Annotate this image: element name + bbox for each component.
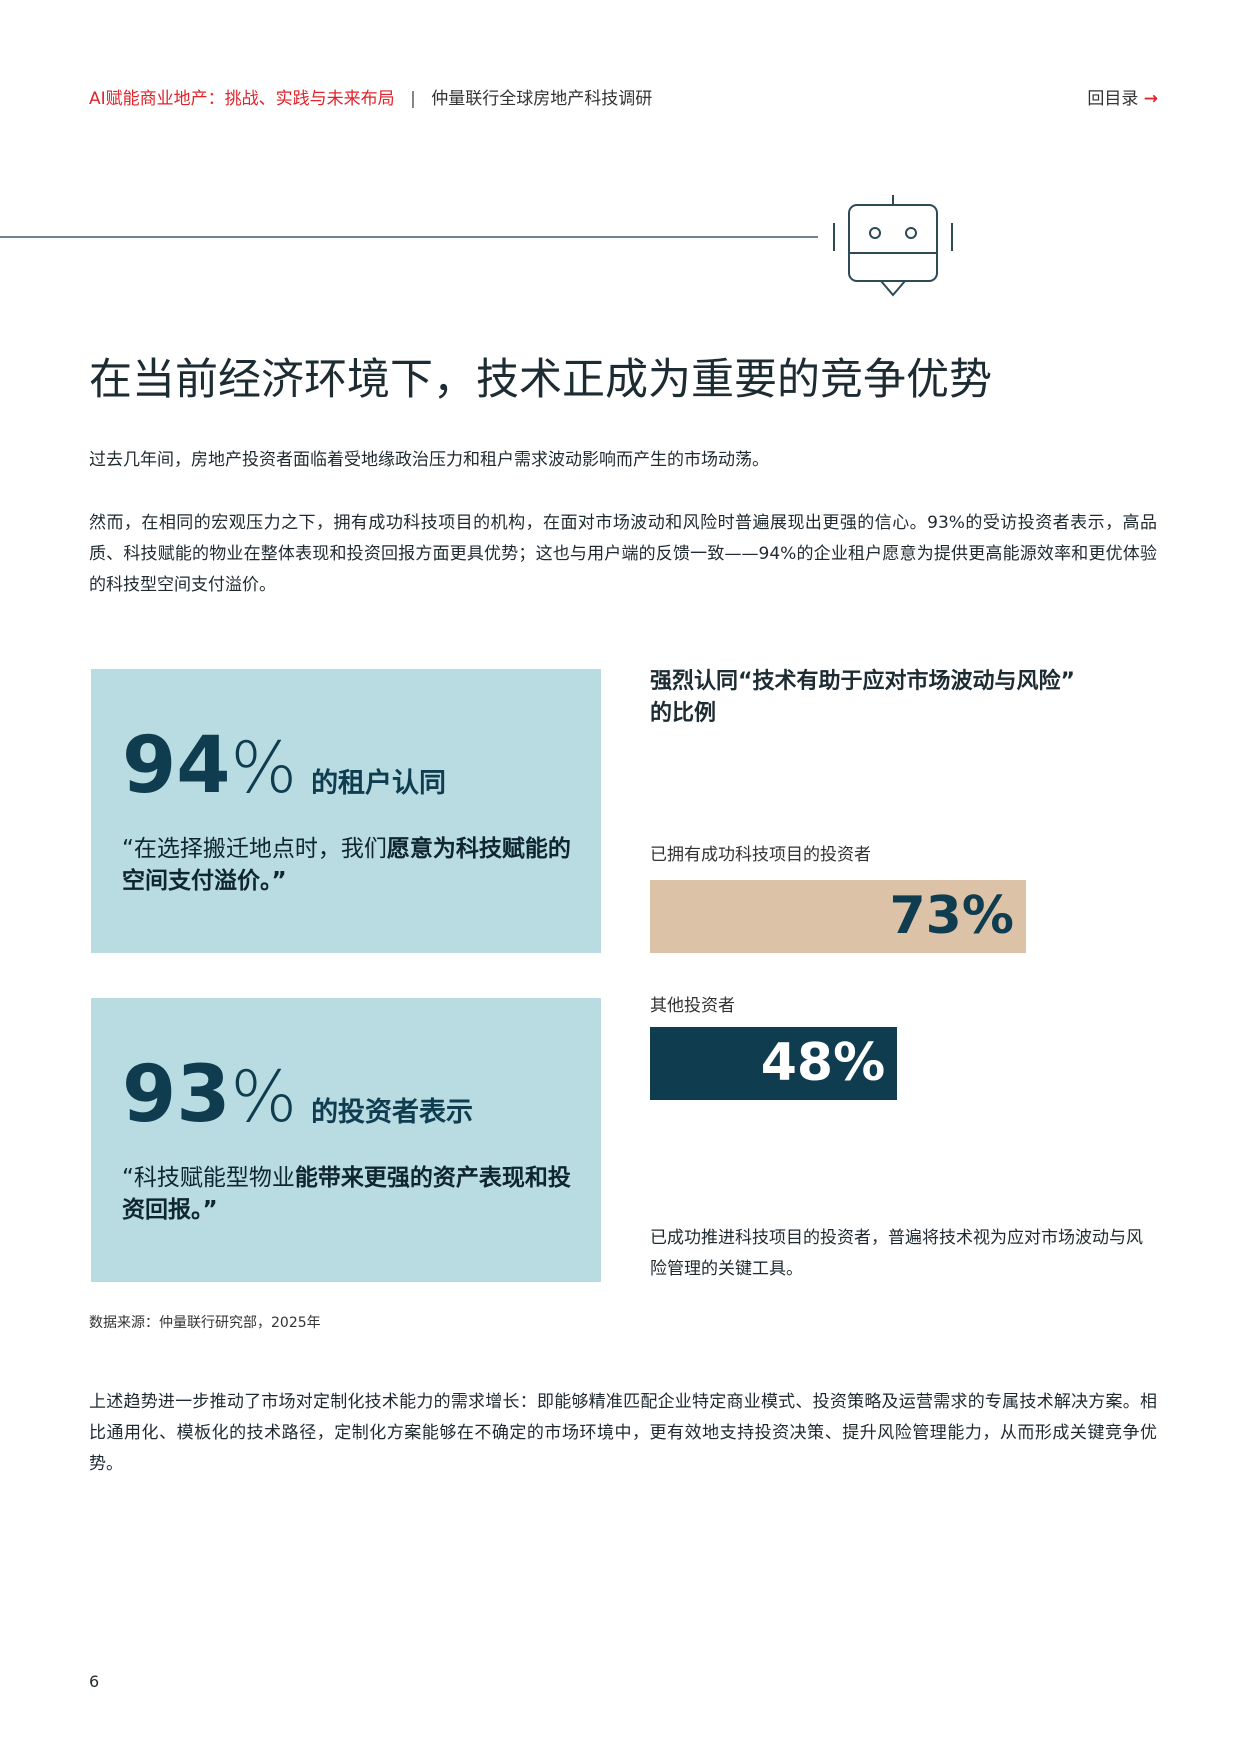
toc-arrow[interactable]: → (1143, 89, 1158, 109)
chart-note: 已成功推进科技项目的投资者，普遍将技术视为应对市场波动与风险管理的关键工具。 (650, 1228, 1143, 1279)
header: AI赋能商业地产：挑战、实践与未来布局 | 仲量联行全球房地产科技调研 (89, 84, 652, 109)
paragraph: 然而，在相同的宏观压力之下，拥有成功科技项目的机构，在面对市场波动和风险时普遍展… (89, 513, 1157, 595)
stat-label: 的投资者表示 (311, 1097, 474, 1128)
toc-link[interactable]: 回目录 → (1087, 84, 1158, 109)
bar: 73% (650, 880, 1026, 953)
stat-box: 93% 的投资者表示 “科技赋能型物业能带来更强的资产表现和投资回报。” (91, 998, 601, 1282)
header-subtitle: 仲量联行全球房地产科技调研 (431, 89, 653, 109)
category-label: 其他投资者 (650, 996, 735, 1016)
unit: % (230, 727, 298, 809)
number: 94 (122, 721, 231, 811)
quote: “在选择搬迁地点时，我们愿意为科技赋能的空间支付溢价。” (122, 833, 582, 897)
heading: 在当前经济环境下，技术正成为重要的竞争优势 (89, 355, 992, 405)
toc[interactable]: 回目录 (1087, 89, 1139, 109)
closing-paragraph: 上述趋势进一步推动了市场对定制化技术能力的需求增长：即能够精准匹配企业特定商业模… (89, 1392, 1157, 1474)
bar: 48% (650, 1027, 898, 1100)
quote-bold: 能带来更强的资产表现和投资回报。” (122, 1165, 571, 1223)
value-label: 48% (760, 1033, 886, 1093)
quote-text: “在选择搬迁地点时，我们 (122, 836, 387, 862)
header-title: AI赋能商业地产：挑战、实践与未来布局 (89, 89, 395, 109)
quote-text: “科技赋能型物业 (122, 1165, 295, 1191)
divider-icon (0, 195, 953, 297)
stat-number: 94% 的租户认同 (122, 721, 446, 811)
stat-box: 94% 的租户认同 “在选择搬迁地点时，我们愿意为科技赋能的空间支付溢价。” (91, 669, 601, 953)
category-label: 已拥有成功科技项目的投资者 (650, 845, 871, 865)
chart: 已拥有成功科技项目的投资者 73% 其他投资者 48% (650, 0, 1165, 1200)
page-number: 6 (89, 1672, 100, 1691)
unit: % (230, 1056, 298, 1138)
value-label: 73% (889, 886, 1014, 946)
number: 93 (122, 1050, 231, 1140)
stat-number: 93% 的投资者表示 (122, 1050, 473, 1140)
stat-label: 的租户认同 (311, 768, 447, 799)
quote-bold: 愿意为科技赋能的空间支付溢价。” (122, 836, 571, 894)
paragraph: 过去几年间，房地产投资者面临着受地缘政治压力和租户需求波动影响而产生的市场动荡。 (89, 450, 769, 470)
source: 数据来源：仲量联行研究部，2025年 (89, 1315, 321, 1331)
chart-title: 强烈认同“技术有助于应对市场波动与风险”的比例 (650, 669, 1075, 726)
separator: | (410, 89, 416, 109)
quote: “科技赋能型物业能带来更强的资产表现和投资回报。” (122, 1162, 582, 1226)
